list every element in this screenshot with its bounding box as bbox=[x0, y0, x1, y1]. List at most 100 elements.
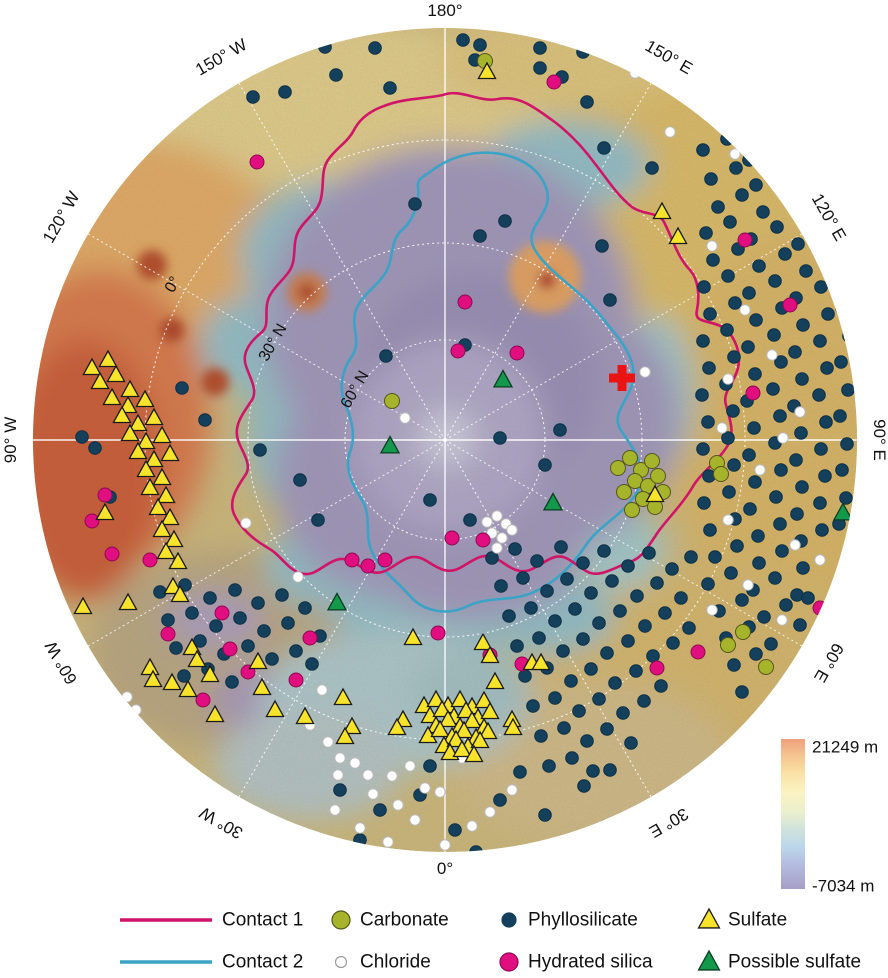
phyllosilicate-marker bbox=[368, 41, 382, 55]
sulfate-marker bbox=[295, 706, 315, 725]
phyllosilicate-marker bbox=[835, 301, 849, 315]
phyllosilicate-marker bbox=[605, 574, 619, 588]
phyllosilicate-marker bbox=[556, 644, 570, 658]
phyllosilicate-marker bbox=[723, 215, 737, 229]
legend: Contact 1 Contact 2 Carbonate Chloride Phyll… bbox=[120, 907, 861, 973]
sulfate-marker bbox=[480, 701, 500, 720]
phyllosilicate-marker bbox=[373, 803, 387, 817]
phyllosilicate-marker bbox=[821, 307, 835, 321]
chloride-marker bbox=[362, 769, 374, 781]
phyllosilicate-marker bbox=[779, 598, 793, 612]
phyllosilicate-marker bbox=[775, 166, 789, 180]
legend-swatch-sulfate bbox=[697, 907, 721, 929]
sulfate-marker bbox=[342, 716, 362, 735]
sulfate-marker bbox=[128, 413, 148, 432]
carbonate-marker bbox=[610, 460, 626, 476]
phyllosilicate-marker bbox=[542, 759, 556, 773]
phyllosilicate-marker bbox=[553, 423, 567, 437]
hydrated_silica-marker bbox=[195, 692, 211, 708]
phyllosilicate-marker bbox=[538, 808, 552, 822]
legend-swatch-carbonate bbox=[331, 910, 351, 930]
phyllosilicate-marker bbox=[774, 463, 788, 477]
sulfate-marker bbox=[144, 407, 164, 426]
phyllosilicate-marker bbox=[603, 293, 617, 307]
sulfate-marker bbox=[128, 441, 148, 460]
phyllosilicate-marker bbox=[742, 286, 756, 300]
phyllosilicate-marker bbox=[730, 539, 744, 553]
phyllosilicate-marker bbox=[498, 214, 512, 228]
hydrated_silica-marker bbox=[142, 552, 158, 568]
longitude-label: 150° E bbox=[642, 36, 696, 78]
phyllosilicate-marker bbox=[88, 441, 102, 455]
phyllosilicate-marker bbox=[814, 442, 828, 456]
sulfate-marker bbox=[168, 551, 188, 570]
phyllosilicate-marker bbox=[246, 90, 260, 104]
chloride-marker bbox=[419, 782, 431, 794]
phyllosilicate-marker bbox=[768, 571, 782, 585]
longitude-label: 30° W bbox=[196, 803, 246, 843]
phyllosilicate-marker bbox=[665, 562, 679, 576]
chloride-marker bbox=[484, 806, 496, 818]
phyllosilicate-marker bbox=[703, 307, 717, 321]
phyllosilicate-marker bbox=[704, 172, 718, 186]
carbonate-marker bbox=[758, 659, 774, 675]
hydrated_silica-marker bbox=[249, 154, 265, 170]
sulfate-marker bbox=[144, 449, 164, 468]
phyllosilicate-marker bbox=[752, 259, 766, 273]
phyllosilicate-marker bbox=[534, 729, 548, 743]
phyllosilicate-marker bbox=[818, 469, 832, 483]
phyllosilicate-marker bbox=[764, 137, 778, 151]
chloride-marker bbox=[629, 67, 641, 79]
phyllosilicate-marker bbox=[613, 604, 627, 618]
phyllosilicate-marker bbox=[767, 328, 781, 342]
possible_sulfate-marker bbox=[379, 435, 401, 454]
phyllosilicate-marker bbox=[697, 280, 711, 294]
phyllosilicate-marker bbox=[764, 637, 778, 651]
sulfate-marker bbox=[333, 687, 353, 706]
phyllosilicate-marker bbox=[645, 161, 659, 175]
phyllosilicate-marker bbox=[769, 490, 783, 504]
phyllosilicate-marker bbox=[586, 764, 600, 778]
sulfate-marker bbox=[480, 645, 500, 664]
phyllosilicate-marker bbox=[448, 823, 462, 837]
legend-swatch-possible-sulfate bbox=[697, 949, 721, 971]
phyllosilicate-marker bbox=[799, 264, 813, 278]
legend-swatch-phyllosilicate bbox=[501, 912, 517, 928]
graticule-grid bbox=[33, 28, 857, 852]
phyllosilicate-marker bbox=[833, 409, 847, 423]
phyllosilicate-marker bbox=[548, 614, 562, 628]
phyllosilicate-marker bbox=[701, 415, 715, 429]
chloride-marker bbox=[706, 240, 718, 252]
phyllosilicate-marker bbox=[796, 561, 810, 575]
phyllosilicate-marker bbox=[251, 596, 265, 610]
meridian-line bbox=[444, 233, 803, 441]
phyllosilicate-marker bbox=[177, 669, 191, 683]
phyllosilicate-marker bbox=[803, 210, 817, 224]
sulfate-marker bbox=[118, 395, 138, 414]
hydrated_silica-marker bbox=[84, 513, 100, 529]
phyllosilicate-marker bbox=[564, 674, 578, 688]
phyllosilicate-marker bbox=[597, 544, 611, 558]
legend-label-chloride: Chloride bbox=[360, 952, 431, 973]
sulfate-marker bbox=[652, 201, 672, 220]
hydrated_silica-marker bbox=[377, 552, 393, 568]
sulfate-marker bbox=[143, 669, 163, 688]
phyllosilicate-marker bbox=[289, 644, 303, 658]
phyllosilicate-marker bbox=[281, 616, 295, 630]
phyllosilicate-marker bbox=[646, 649, 660, 663]
chloride-marker bbox=[766, 349, 778, 361]
landing-site-cross-icon bbox=[609, 365, 635, 391]
phyllosilicate-marker bbox=[278, 85, 292, 99]
hydrated_silica-marker bbox=[475, 532, 491, 548]
phyllosilicate-marker bbox=[538, 458, 552, 472]
phyllosilicate-marker bbox=[743, 502, 757, 516]
phyllosilicate-marker bbox=[560, 572, 574, 586]
sulfate-marker bbox=[136, 431, 156, 450]
chloride-marker bbox=[404, 760, 416, 772]
phyllosilicate-marker bbox=[756, 205, 770, 219]
phyllosilicate-marker bbox=[608, 676, 622, 690]
phyllosilicate-marker bbox=[508, 542, 522, 556]
phyllosilicate-marker bbox=[494, 579, 508, 593]
phyllosilicate-marker bbox=[253, 443, 267, 457]
